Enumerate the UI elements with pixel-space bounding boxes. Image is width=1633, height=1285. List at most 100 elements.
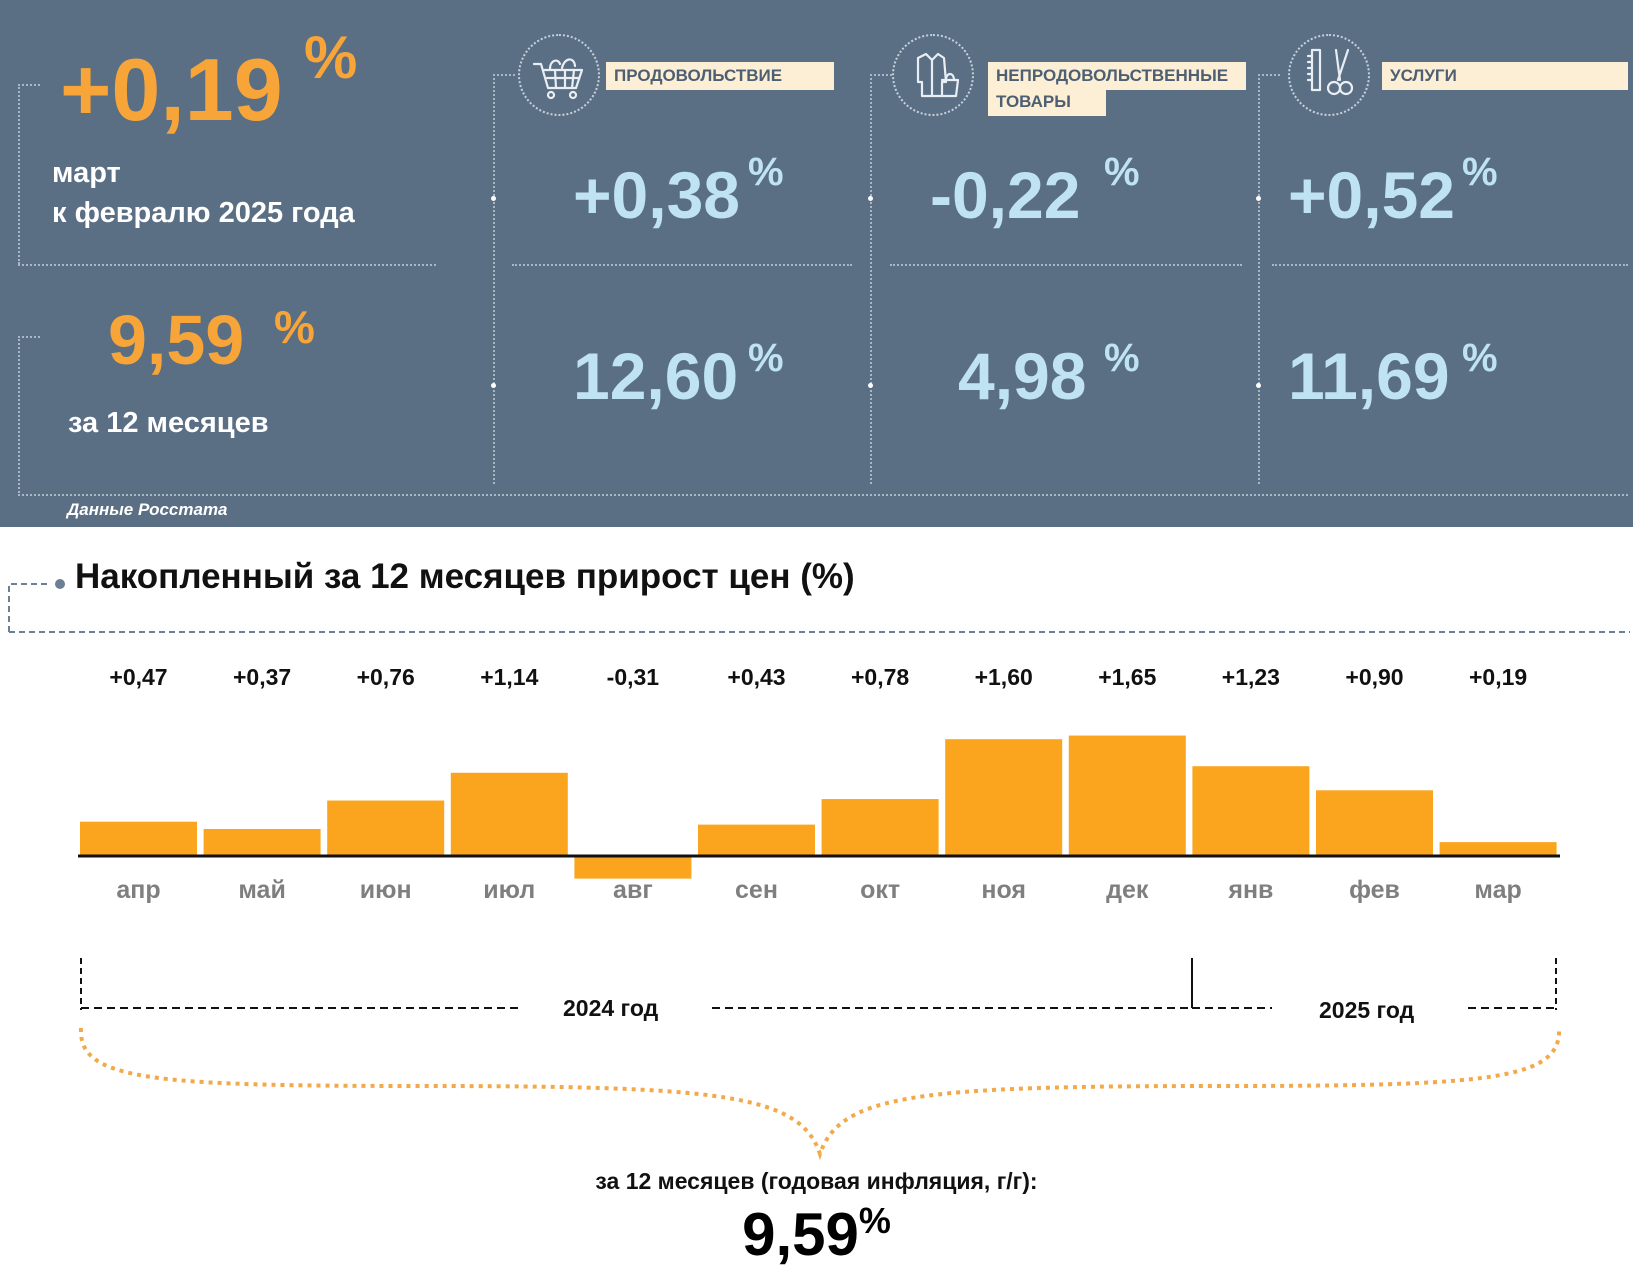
category-label-nonfood: НЕПРОДОВОЛЬСТВЕННЫЕ xyxy=(988,62,1246,90)
bar-value-label: +0,76 xyxy=(356,664,415,690)
bullet-dot xyxy=(491,196,496,201)
annual-change-value: 9,59 xyxy=(108,301,245,379)
bar-дек xyxy=(1068,735,1186,856)
title-bullet-dot xyxy=(55,579,65,589)
x-tick-label: окт xyxy=(860,876,901,904)
x-tick-label: сен xyxy=(735,876,778,904)
divider xyxy=(512,264,852,266)
divider xyxy=(870,74,892,76)
clothing-bag-icon xyxy=(916,52,960,98)
bar-value-label: +0,78 xyxy=(850,664,910,690)
bar-value-label: +1,60 xyxy=(974,664,1033,690)
nonfood-annual-unit: % xyxy=(1104,336,1140,380)
food-monthly-unit: % xyxy=(748,150,784,194)
bar-ноя xyxy=(945,739,1063,856)
bar-сен xyxy=(698,824,815,856)
annual-inflation-total: 9,59% xyxy=(0,1200,1633,1269)
scissors-comb-icon xyxy=(1306,48,1354,96)
bar-value-label: +1,14 xyxy=(480,664,539,690)
bar-value-label: +0,90 xyxy=(1345,664,1404,690)
food-monthly-value: +0,38 xyxy=(573,158,740,232)
divider xyxy=(18,336,40,338)
bar-value-label: +0,19 xyxy=(1468,664,1528,690)
year-label-2024: 2024 год xyxy=(563,995,659,1021)
x-tick-label: июл xyxy=(483,876,536,904)
title-connector-line xyxy=(8,583,50,632)
monthly-change-unit: % xyxy=(304,24,358,91)
x-tick-label: апр xyxy=(116,876,161,904)
bullet-dot xyxy=(1256,196,1261,201)
services-monthly-unit: % xyxy=(1462,150,1498,194)
bullet-dot xyxy=(1256,383,1261,388)
x-tick-label: ноя xyxy=(981,876,1026,904)
total-curly-brace xyxy=(78,1027,1562,1161)
food-icon-circle xyxy=(518,34,600,116)
bar-янв xyxy=(1192,766,1310,856)
x-tick-label: мар xyxy=(1474,876,1522,904)
services-icon-circle xyxy=(1288,34,1370,116)
bar-июл xyxy=(450,772,568,856)
divider xyxy=(18,336,20,496)
food-annual-unit: % xyxy=(748,336,784,380)
bar-май xyxy=(203,828,321,856)
bullet-dot xyxy=(491,383,496,388)
nonfood-annual-value: 4,98 xyxy=(958,339,1087,413)
annual-change-unit: % xyxy=(274,301,315,353)
shopping-cart-icon xyxy=(532,58,584,100)
bar-окт xyxy=(821,799,939,856)
annual-inflation-unit: % xyxy=(858,1200,891,1241)
divider xyxy=(1272,264,1628,266)
divider xyxy=(18,264,436,266)
services-monthly-value: +0,52 xyxy=(1288,158,1455,232)
x-tick-label: фев xyxy=(1349,876,1400,904)
bar-июн xyxy=(327,800,445,856)
bullet-dot xyxy=(868,196,873,201)
nonfood-monthly-value: -0,22 xyxy=(930,158,1081,232)
bar-мар xyxy=(1439,842,1557,856)
divider xyxy=(18,494,1628,496)
monthly-caption-month: март xyxy=(52,157,121,189)
divider xyxy=(493,74,495,484)
category-label-food: ПРОДОВОЛЬСТВИЕ xyxy=(606,62,834,90)
x-tick-label: май xyxy=(238,876,286,904)
services-annual-value: 11,69 xyxy=(1288,339,1450,413)
bar-авг xyxy=(574,856,692,879)
year-label-2025: 2025 год xyxy=(1319,997,1415,1023)
nonfood-icon-circle xyxy=(892,34,974,116)
x-tick-label: янв xyxy=(1228,876,1274,904)
bar-value-label: +0,37 xyxy=(232,664,292,690)
x-tick-label: июн xyxy=(359,876,412,904)
divider xyxy=(870,74,872,484)
divider xyxy=(1258,74,1280,76)
bullet-dot xyxy=(868,383,873,388)
annual-inflation-value: 9,59 xyxy=(742,1201,859,1268)
bar-апр xyxy=(80,821,197,856)
divider xyxy=(18,84,20,264)
bar-value-label: +1,65 xyxy=(1098,664,1157,690)
divider xyxy=(493,74,515,76)
data-source-note: Данные Росстата xyxy=(67,500,228,519)
nonfood-monthly-unit: % xyxy=(1104,150,1140,194)
bar-value-label: +0,43 xyxy=(727,664,786,690)
food-annual-value: 12,60 xyxy=(573,339,739,413)
annual-caption: за 12 месяцев xyxy=(68,407,269,439)
divider xyxy=(890,264,1242,266)
annual-inflation-caption: за 12 месяцев (годовая инфляция, г/г): xyxy=(595,1168,1038,1194)
bar-фев xyxy=(1316,790,1433,856)
category-label-services: УСЛУГИ xyxy=(1382,62,1628,90)
summary-panel: +0,19 % март к февралю 2025 года 9,59 % … xyxy=(0,0,1633,527)
category-label-nonfood-line2: ТОВАРЫ xyxy=(988,88,1106,116)
bar-value-label: -0,31 xyxy=(606,664,660,690)
divider xyxy=(1258,74,1260,484)
monthly-change-value: +0,19 xyxy=(60,40,283,139)
chart-title: Накопленный за 12 месяцев прирост цен (%… xyxy=(75,557,855,596)
services-annual-unit: % xyxy=(1462,336,1498,380)
monthly-caption-period: к февралю 2025 года xyxy=(52,197,355,229)
divider xyxy=(18,84,40,86)
x-tick-label: дек xyxy=(1106,876,1149,904)
bar-value-label: +0,47 xyxy=(109,664,168,690)
bar-value-label: +1,23 xyxy=(1221,664,1280,690)
